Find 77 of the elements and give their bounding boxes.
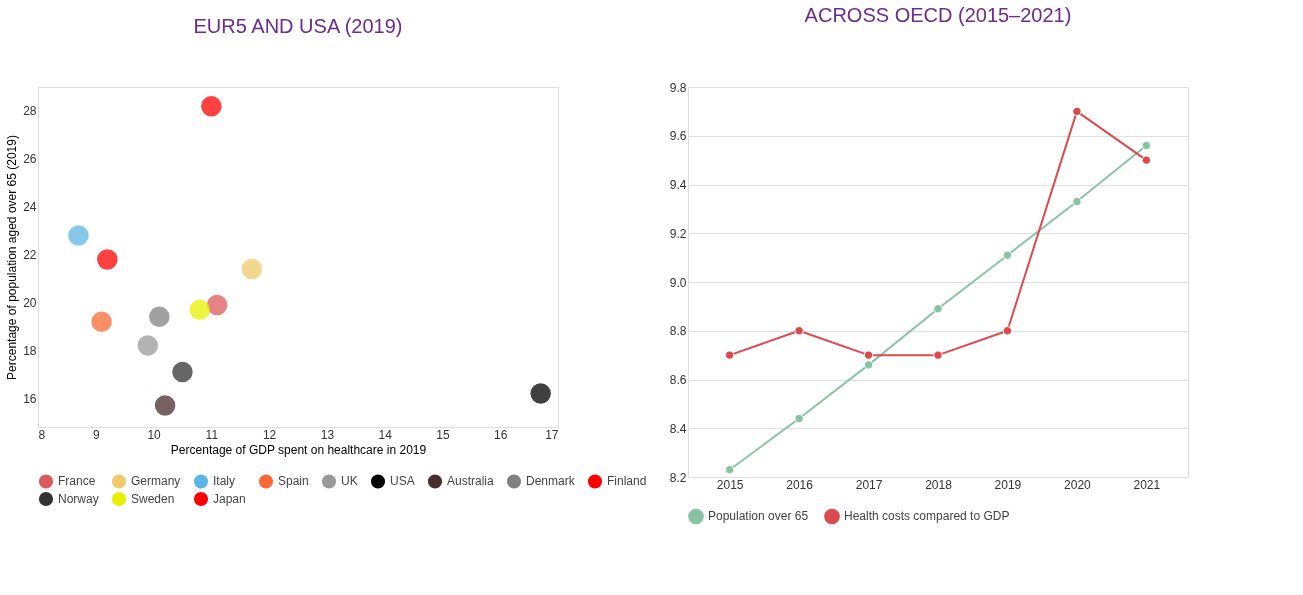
point bbox=[149, 306, 170, 328]
point bbox=[724, 465, 735, 475]
x-tick-label: 2016 bbox=[786, 477, 814, 492]
legend-label: Japan bbox=[213, 492, 246, 506]
point bbox=[241, 258, 263, 280]
y-axis-title: Percentage of population aged over 65 (2019) bbox=[5, 135, 20, 380]
x-tick-label: 13 bbox=[320, 427, 335, 442]
y-tick-label: 9.6 bbox=[669, 129, 687, 144]
point bbox=[933, 350, 943, 360]
point bbox=[91, 311, 112, 332]
point bbox=[137, 335, 159, 356]
point bbox=[724, 350, 735, 360]
y-tick-label: 9.2 bbox=[669, 226, 687, 241]
legend-label: Sweden bbox=[131, 492, 175, 506]
legend-label: Norway bbox=[58, 492, 99, 506]
x-tick-label: 2017 bbox=[855, 477, 883, 492]
y-tick-label: 9.0 bbox=[669, 275, 687, 290]
y-tick-label: 9.8 bbox=[669, 80, 687, 95]
point bbox=[97, 249, 118, 270]
point bbox=[794, 413, 804, 424]
x-tick-label: 8 bbox=[38, 427, 46, 442]
x-tick-label: 2018 bbox=[925, 477, 953, 492]
legend-label: Spain bbox=[278, 474, 309, 489]
y-tick-label: 16 bbox=[23, 391, 37, 406]
point bbox=[1072, 196, 1082, 207]
point bbox=[1141, 155, 1152, 165]
point bbox=[1002, 326, 1013, 336]
chart-title: ACROSS OECD (2015–2021) bbox=[804, 4, 1072, 26]
x-tick-label: 15 bbox=[436, 427, 450, 442]
point bbox=[1072, 106, 1082, 117]
legend-label: Finland bbox=[607, 474, 647, 489]
point bbox=[863, 360, 874, 370]
x-tick-label: 17 bbox=[545, 427, 559, 442]
point bbox=[1141, 140, 1152, 151]
y-tick-label: 28 bbox=[23, 104, 37, 119]
legend-label: UK bbox=[341, 474, 358, 489]
point bbox=[189, 299, 211, 320]
point bbox=[172, 361, 193, 383]
x-tick-label: 2015 bbox=[716, 477, 744, 492]
legend-label: Italy bbox=[213, 474, 236, 489]
y-tick-label: 8.4 bbox=[669, 421, 687, 436]
y-tick-label: 18 bbox=[23, 343, 37, 358]
legend-label: Denmark bbox=[526, 474, 576, 489]
x-axis-title: Percentage of GDP spent on healthcare in 2019 bbox=[170, 442, 427, 457]
x-tick-label: 14 bbox=[378, 427, 393, 442]
y-tick-label: 8.2 bbox=[669, 470, 687, 485]
y-tick-label: 8.8 bbox=[669, 324, 687, 339]
point bbox=[206, 294, 228, 316]
x-tick-label: 12 bbox=[262, 427, 277, 442]
point bbox=[794, 326, 804, 336]
point bbox=[530, 383, 551, 404]
x-tick-label: 9 bbox=[92, 427, 100, 442]
y-tick-label: 26 bbox=[23, 152, 37, 167]
x-tick-label: 10 bbox=[147, 427, 162, 442]
x-tick-label: 2021 bbox=[1133, 477, 1161, 492]
y-tick-label: 8.6 bbox=[669, 373, 687, 387]
point bbox=[201, 95, 222, 117]
legend-label: Population over 65 bbox=[708, 509, 809, 524]
legend-label: USA bbox=[390, 474, 415, 489]
x-tick-label: 11 bbox=[205, 427, 219, 442]
legend-label: France bbox=[58, 474, 96, 489]
point bbox=[154, 395, 176, 416]
point bbox=[863, 350, 874, 360]
y-tick-label: 24 bbox=[23, 200, 37, 215]
legend-label: Health costs compared to GDP bbox=[844, 509, 1010, 524]
x-tick-label: 2020 bbox=[1064, 477, 1092, 492]
x-tick-label: 16 bbox=[494, 427, 508, 442]
y-tick-label: 22 bbox=[23, 248, 37, 263]
point bbox=[68, 225, 89, 246]
y-tick-label: 20 bbox=[23, 295, 37, 310]
legend-label: Germany bbox=[131, 474, 181, 489]
legend-label: Australia bbox=[447, 474, 495, 489]
point bbox=[1002, 250, 1013, 260]
chart-title: EUR5 AND USA (2019) bbox=[193, 15, 403, 37]
x-tick-label: 2019 bbox=[994, 477, 1022, 492]
y-tick-label: 9.4 bbox=[669, 178, 687, 192]
point bbox=[933, 304, 943, 314]
